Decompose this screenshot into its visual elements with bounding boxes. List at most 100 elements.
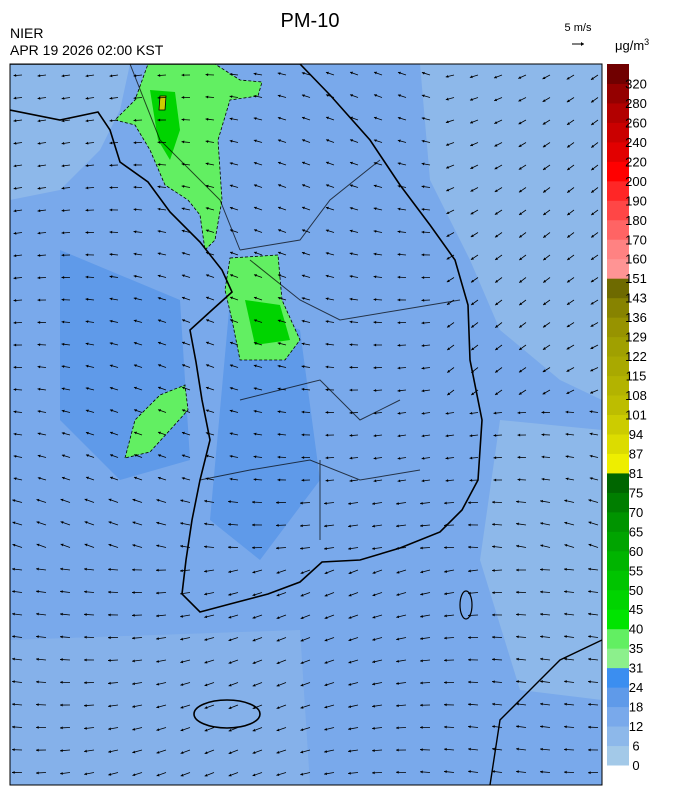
- wind-arrowhead: [230, 296, 233, 300]
- wind-arrowhead: [85, 208, 89, 212]
- wind-arrowhead: [492, 569, 495, 572]
- wind-arrowhead: [61, 253, 65, 257]
- wind-arrowhead: [349, 365, 353, 369]
- wind-arrowhead: [590, 279, 594, 283]
- wind-arrowhead: [205, 409, 209, 413]
- wind-arrowhead: [36, 635, 39, 639]
- wind-arrowhead: [397, 456, 401, 460]
- wind-arrowhead: [349, 161, 353, 165]
- wind-arrowhead: [543, 279, 547, 283]
- wind-arrowhead: [447, 369, 451, 373]
- wind-arrowhead: [324, 616, 328, 619]
- wind-arrowhead: [420, 748, 423, 752]
- wind-arrowhead: [445, 479, 449, 483]
- wind-arrowhead: [471, 347, 475, 351]
- wind-arrowhead: [516, 657, 519, 661]
- wind-arrowhead: [471, 279, 475, 283]
- wind-arrowhead: [108, 704, 111, 708]
- colorbar-segment: [607, 200, 629, 221]
- wind-arrowhead: [12, 657, 15, 661]
- wind-arrowhead: [133, 230, 137, 234]
- wind-scale-arrow: [572, 42, 584, 46]
- wind-arrowhead: [397, 207, 401, 211]
- wind-arrowhead: [229, 229, 233, 232]
- wind-arrowhead: [229, 251, 233, 255]
- wind-arrowhead: [494, 98, 498, 102]
- colorbar-label: 12: [629, 719, 643, 734]
- wind-arrowhead: [132, 727, 136, 731]
- wind-arrowhead: [157, 207, 161, 211]
- wind-arrowhead: [470, 120, 474, 124]
- wind-arrowhead: [229, 409, 233, 413]
- wind-arrowhead: [468, 613, 471, 617]
- pm-zone: [158, 95, 167, 111]
- wind-arrowhead: [495, 369, 499, 373]
- wind-arrowhead: [589, 477, 593, 480]
- wind-arrowhead: [446, 165, 450, 169]
- colorbar-label: 180: [625, 213, 647, 228]
- wind-arrowhead: [108, 636, 111, 640]
- wind-arrowhead: [444, 658, 447, 662]
- wind-arrowhead: [566, 346, 570, 350]
- wind-arrowhead: [181, 229, 185, 233]
- wind-arrowhead: [445, 434, 449, 438]
- wind-arrowhead: [205, 184, 209, 188]
- wind-arrowhead: [518, 144, 522, 147]
- wind-arrowhead: [590, 346, 594, 349]
- wind-arrowhead: [396, 593, 400, 596]
- wind-arrowhead: [495, 234, 498, 238]
- wind-arrowhead: [61, 276, 65, 279]
- colorbar-segment: [607, 414, 629, 435]
- wind-arrowhead: [13, 432, 17, 436]
- wind-arrowhead: [252, 661, 256, 664]
- wind-arrowhead: [589, 410, 593, 414]
- wind-arrowhead: [469, 456, 473, 460]
- wind-arrowhead: [60, 635, 63, 639]
- wind-arrowhead: [421, 230, 425, 234]
- wind-arrowhead: [37, 387, 41, 391]
- wind-arrowhead: [326, 161, 329, 165]
- wind-arrowhead: [133, 74, 137, 78]
- wind-arrowhead: [37, 231, 41, 235]
- colorbar-segment: [607, 122, 629, 143]
- wind-arrowhead: [85, 164, 89, 168]
- wind-arrowhead: [588, 725, 591, 729]
- wind-arrowhead: [181, 454, 185, 458]
- wind-arrowhead: [372, 771, 375, 775]
- wind-arrowhead: [421, 117, 425, 120]
- wind-arrowhead: [156, 591, 159, 595]
- wind-arrowhead: [37, 365, 41, 369]
- wind-arrowhead: [518, 166, 522, 170]
- wind-arrowhead: [492, 702, 495, 706]
- wind-arrowhead: [277, 432, 281, 436]
- wind-arrowhead: [543, 212, 547, 216]
- wind-arrowhead: [397, 366, 401, 370]
- wind-arrowhead: [132, 544, 136, 547]
- wind-arrowhead: [182, 386, 185, 390]
- wind-arrowhead: [133, 274, 137, 278]
- wind-arrowhead: [493, 411, 497, 415]
- wind-arrowhead: [37, 119, 41, 123]
- wind-arrowhead: [13, 343, 17, 347]
- wind-arrowhead: [253, 387, 257, 391]
- wind-arrowhead: [373, 94, 377, 97]
- wind-arrowhead: [12, 521, 16, 525]
- wind-arrowhead: [157, 163, 161, 167]
- wind-arrowhead: [349, 479, 353, 483]
- wind-arrowhead: [540, 568, 543, 572]
- wind-arrowhead: [564, 748, 567, 751]
- wind-arrowhead: [493, 456, 497, 460]
- wind-arrowhead: [495, 257, 499, 260]
- wind-arrowhead: [132, 521, 136, 525]
- wind-arrowhead: [301, 365, 305, 369]
- wind-arrowhead: [516, 680, 519, 684]
- wind-arrowhead: [445, 456, 449, 460]
- wind-arrowhead: [37, 74, 41, 78]
- wind-arrowhead: [13, 410, 17, 414]
- wind-arrowhead: [132, 498, 136, 502]
- wind-arrowhead: [493, 478, 497, 482]
- wind-arrowhead: [60, 726, 63, 730]
- wind-arrowhead: [543, 167, 547, 170]
- wind-arrowhead: [349, 184, 353, 188]
- wind-arrowhead: [36, 498, 40, 502]
